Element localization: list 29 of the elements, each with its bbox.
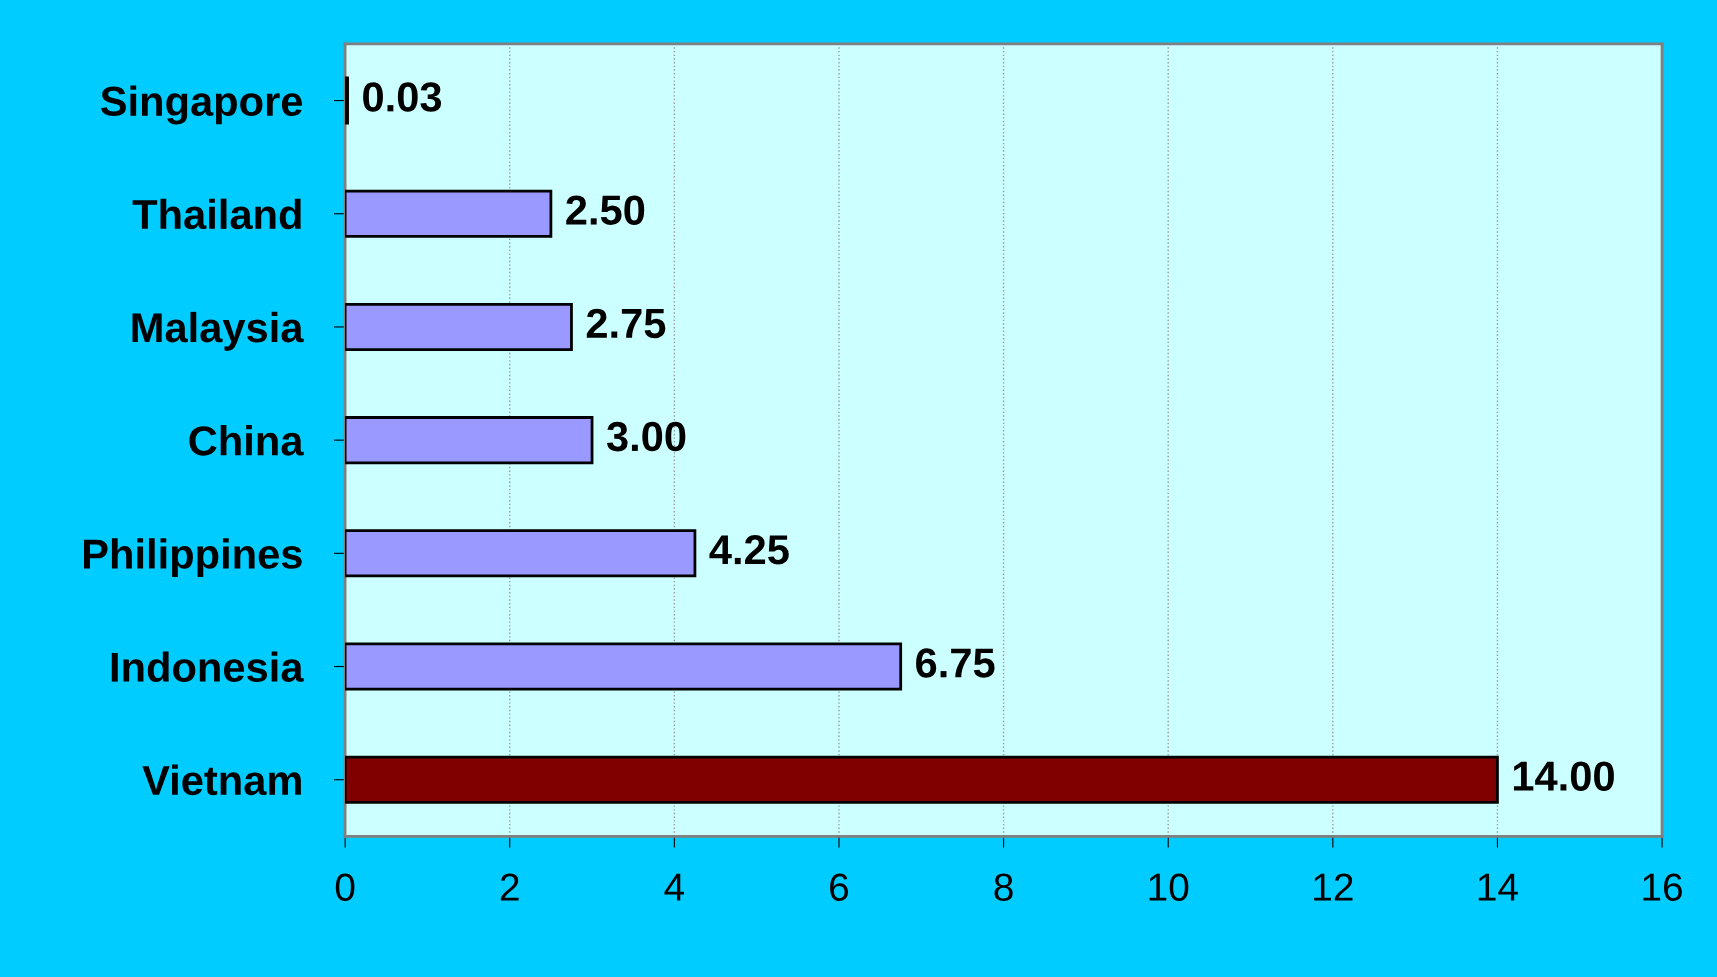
bar — [345, 642, 903, 691]
y-tick-label: Singapore — [100, 85, 303, 125]
bar — [345, 755, 1499, 804]
data-label: 2.75 — [586, 308, 666, 339]
x-tick-label: 0 — [335, 873, 355, 901]
y-tick-label: Vietnam — [142, 764, 301, 796]
bar — [345, 302, 573, 351]
x-tick-label: 6 — [830, 873, 849, 901]
y-tick-label: China — [189, 425, 304, 456]
bar — [345, 416, 594, 465]
x-tick-label: 2 — [500, 873, 519, 901]
x-tick-label: 16 — [1643, 873, 1682, 901]
x-tick-label: 10 — [1149, 873, 1189, 901]
bar — [345, 529, 697, 578]
x-tick-label: 4 — [664, 873, 685, 901]
bar — [345, 189, 553, 238]
x-tick-label: 14 — [1478, 873, 1518, 901]
y-tick-label: Indonesia — [111, 651, 304, 683]
data-label: 4.25 — [709, 535, 789, 565]
y-tick-label: Philippines — [84, 538, 302, 578]
data-label: 0.03 — [363, 82, 442, 112]
y-tick-label: Malaysia — [132, 311, 304, 351]
data-label: 14.00 — [1513, 761, 1614, 791]
x-tick-label: 12 — [1314, 873, 1353, 901]
y-tick-label: Thailand — [132, 198, 301, 230]
x-tick-label: 8 — [994, 873, 1013, 901]
data-label: 2.50 — [566, 195, 645, 225]
data-label: 6.75 — [916, 648, 995, 678]
data-label: 3.00 — [606, 421, 686, 452]
